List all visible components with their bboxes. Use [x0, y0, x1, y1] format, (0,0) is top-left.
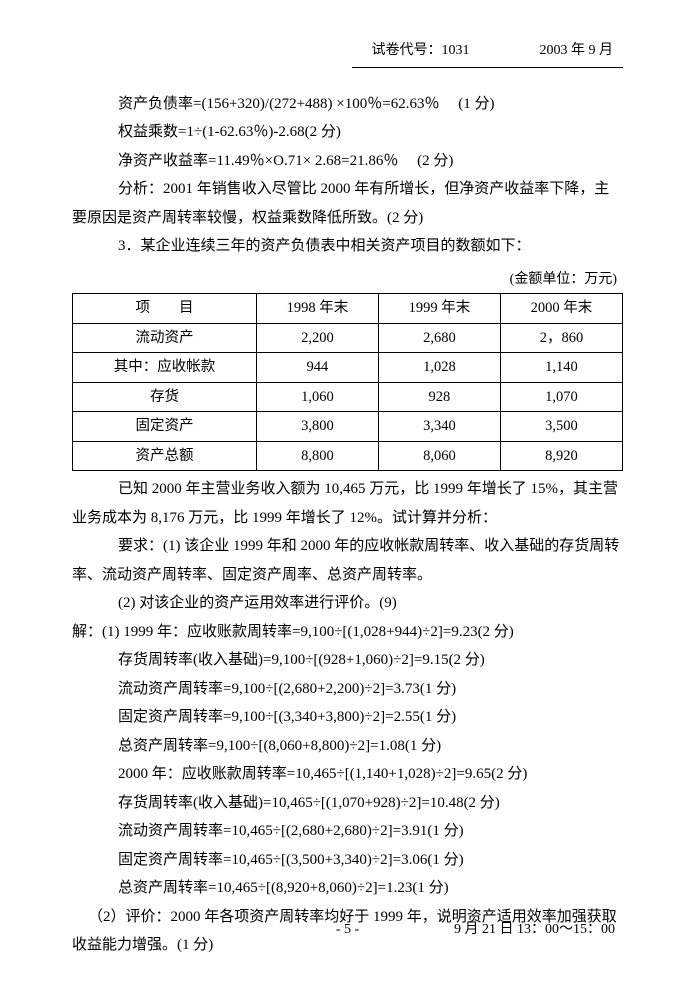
table-cell: 流动资产 — [73, 323, 257, 352]
table-header: 1998 年末 — [256, 294, 378, 323]
table-cell: 3,500 — [500, 412, 622, 441]
body-line: 权益乘数=1÷(1-62.63％)-2.68(2 分) — [72, 118, 623, 147]
body-line: 总资产周转率=9,100÷[(8,060+8,800)÷2]=1.08(1 分) — [72, 732, 623, 761]
table-row: 固定资产 3,800 3,340 3,500 — [73, 412, 623, 441]
table-cell: 1,060 — [256, 382, 378, 411]
table-cell: 存货 — [73, 382, 257, 411]
table-row: 资产总额 8,800 8,060 8,920 — [73, 441, 623, 470]
table-cell: 944 — [256, 353, 378, 382]
body-line: 分析：2001 年销售收入尽管比 2000 年有所增长，但净资产收益率下降，主要… — [72, 175, 623, 232]
footer-time: 9 月 21 日 13：00～15：00 — [454, 917, 615, 944]
body-line: 资产负债率=(156+320)/(272+488) ×100％=62.63％ (… — [72, 90, 623, 119]
page-header: 试卷代号：1031 2003 年 9 月 — [72, 38, 623, 65]
body-line: 解：(1) 1999 年：应收账款周转率=9,100÷[(1,028+944)÷… — [72, 618, 623, 647]
table-cell: 8,060 — [378, 441, 500, 470]
table-header: 1999 年末 — [378, 294, 500, 323]
page-footer: - 5 - 9 月 21 日 13：00～15：00 — [0, 917, 695, 944]
table-cell: 2,680 — [378, 323, 500, 352]
body-line: 存货周转率(收入基础)=9,100÷[(928+1,060)÷2]=9.15(2… — [72, 646, 623, 675]
body-line: 2000 年：应收账款周转率=10,465÷[(1,140+1,028)÷2]=… — [72, 760, 623, 789]
table-header: 项 目 — [73, 294, 257, 323]
body-line: 固定资产周转率=10,465÷[(3,500+3,340)÷2]=3.06(1 … — [72, 846, 623, 875]
table-row: 流动资产 2,200 2,680 2，860 — [73, 323, 623, 352]
table-header-row: 项 目 1998 年末 1999 年末 2000 年末 — [73, 294, 623, 323]
body-line: 总资产周转率=10,465÷[(8,920+8,060)÷2]=1.23(1 分… — [72, 874, 623, 903]
table-cell: 1,028 — [378, 353, 500, 382]
table-cell: 其中：应收帐款 — [73, 353, 257, 382]
exam-date: 2003 年 9 月 — [540, 38, 614, 65]
asset-table: 项 目 1998 年末 1999 年末 2000 年末 流动资产 2,200 2… — [72, 293, 623, 471]
table-cell: 固定资产 — [73, 412, 257, 441]
table-cell: 1,140 — [500, 353, 622, 382]
table-cell: 928 — [378, 382, 500, 411]
table-row: 其中：应收帐款 944 1,028 1,140 — [73, 353, 623, 382]
table-cell: 8,920 — [500, 441, 622, 470]
table-cell: 2,200 — [256, 323, 378, 352]
exam-code: 试卷代号：1031 — [372, 38, 470, 65]
body-line: 固定资产周转率=9,100÷[(3,340+3,800)÷2]=2.55(1 分… — [72, 703, 623, 732]
table-cell: 资产总额 — [73, 441, 257, 470]
body-line: 3．某企业连续三年的资产负债表中相关资产项目的数额如下： — [72, 232, 623, 261]
table-cell: 1,070 — [500, 382, 622, 411]
table-header: 2000 年末 — [500, 294, 622, 323]
table-cell: 3,340 — [378, 412, 500, 441]
table-row: 存货 1,060 928 1,070 — [73, 382, 623, 411]
body-line: 流动资产周转率=9,100÷[(2,680+2,200)÷2]=3.73(1 分… — [72, 675, 623, 704]
header-underline — [352, 67, 623, 68]
body-line: 已知 2000 年主营业务收入额为 10,465 万元，比 1999 年增长了 … — [72, 475, 623, 532]
page-number: - 5 - — [336, 917, 359, 944]
table-unit-label: (金额单位：万元) — [72, 267, 623, 294]
body-line: 净资产收益率=11.49％×O.71× 2.68=21.86％ (2 分) — [72, 147, 623, 176]
table-cell: 3,800 — [256, 412, 378, 441]
table-cell: 8,800 — [256, 441, 378, 470]
table-cell: 2，860 — [500, 323, 622, 352]
body-line: (2) 对该企业的资产运用效率进行评价。(9) — [72, 589, 623, 618]
body-line: 存货周转率(收入基础)=10,465÷[(1,070+928)÷2]=10.48… — [72, 789, 623, 818]
body-line: 流动资产周转率=10,465÷[(2,680+2,680)÷2]=3.91(1 … — [72, 817, 623, 846]
body-line: 要求：(1) 该企业 1999 年和 2000 年的应收帐款周转率、收入基础的存… — [72, 532, 623, 589]
